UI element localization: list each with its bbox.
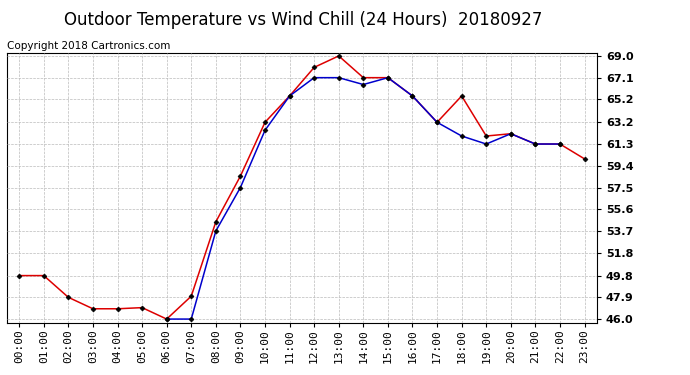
Text: Temperature  (°F): Temperature (°F) (555, 33, 653, 44)
Text: Copyright 2018 Cartronics.com: Copyright 2018 Cartronics.com (7, 41, 170, 51)
Text: Outdoor Temperature vs Wind Chill (24 Hours)  20180927: Outdoor Temperature vs Wind Chill (24 Ho… (64, 11, 543, 29)
Text: Wind Chill  (°F): Wind Chill (°F) (445, 33, 529, 44)
